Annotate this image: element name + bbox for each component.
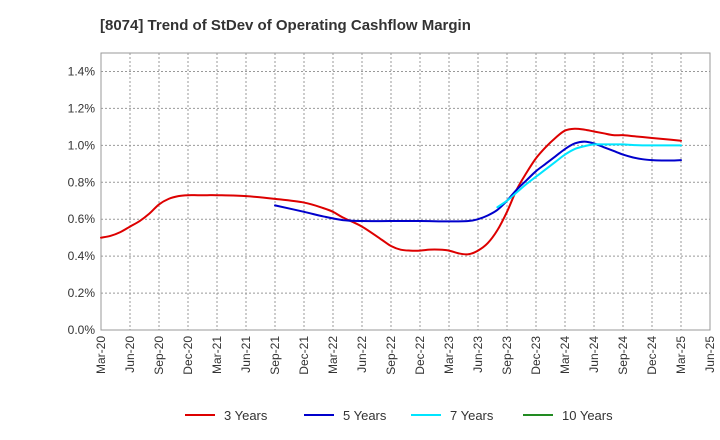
y-tick-label: 0.2% [68,286,96,300]
y-tick-label: 0.8% [68,175,96,189]
legend-label-5-years: 5 Years [343,408,387,423]
x-tick-label: Dec-22 [413,336,427,375]
x-tick-label: Jun-23 [471,336,485,373]
x-tick-label: Sep-23 [500,336,514,375]
x-tick-label: Dec-23 [529,336,543,375]
grid-layer [100,52,711,331]
series-line-3-years [100,127,682,256]
x-tick-label: Jun-24 [587,336,601,373]
x-tick-label: Sep-21 [268,336,282,375]
legend-label-7-years: 7 Years [450,408,494,423]
legend: 3 Years 5 Years 7 Years 10 Years [185,408,613,423]
x-tick-label: Sep-24 [616,336,630,375]
x-tick-label: Mar-24 [558,336,572,374]
x-tick-label: Mar-22 [326,336,340,374]
x-tick-label: Jun-22 [355,336,369,373]
y-tick-label: 0.4% [68,249,96,263]
x-tick-label: Dec-20 [181,336,195,375]
series-layer [100,127,682,256]
chart-title: [8074] Trend of StDev of Operating Cashf… [100,17,471,34]
x-tick-label: Jun-25 [703,336,717,373]
x-tick-label: Dec-21 [297,336,311,375]
x-tick-label: Mar-25 [674,336,688,374]
x-tick-label: Jun-21 [239,336,253,373]
series-line-5-years [274,140,682,223]
x-tick-label: Sep-22 [384,336,398,375]
y-tick-label: 1.4% [68,64,96,78]
y-tick-label: 0.6% [68,212,96,226]
x-tick-label: Jun-20 [123,336,137,373]
y-tick-label: 1.2% [68,101,96,115]
series-line-7-years [496,143,682,209]
legend-label-3-years: 3 Years [224,408,268,423]
x-tick-label: Dec-24 [645,336,659,375]
x-tick-label: Sep-20 [152,336,166,375]
y-tick-label: 1.0% [68,138,96,152]
x-tick-label: Mar-23 [442,336,456,374]
plot-frame [100,52,711,331]
y-tick-label: 0.0% [68,323,96,337]
legend-label-10-years: 10 Years [562,408,613,423]
x-tick-label: Mar-21 [210,336,224,374]
x-tick-label: Mar-20 [94,336,108,374]
axis-layer: 0.0% 0.2% 0.4% 0.6% 0.8% 1.0% 1.2% 1.4% Mar-20 Ju… [68,64,717,374]
